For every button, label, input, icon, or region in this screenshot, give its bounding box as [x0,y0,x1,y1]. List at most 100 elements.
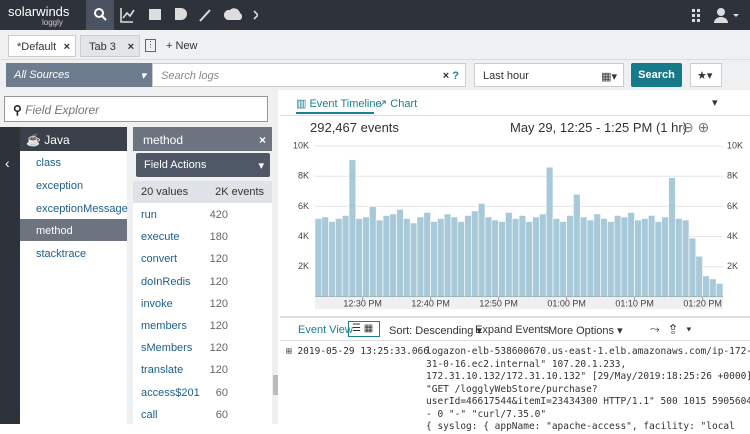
value-name[interactable]: translate [141,364,184,377]
bar [335,218,343,298]
sort[interactable]: Sort: Descending ▾ [389,325,482,337]
bar [539,213,547,298]
splitter [280,316,750,318]
more-label: More Options [548,325,615,337]
value-name[interactable]: sMembers [141,342,193,355]
value-name[interactable]: access$201 [141,386,200,399]
more-options[interactable]: More Options ▾ [548,325,623,337]
value-name[interactable]: run [141,209,157,221]
field-explorer-input[interactable]: ⚲ Field Explorer [4,96,268,122]
x-tick-label: 12:50 PM [479,298,518,308]
value-name[interactable]: members [141,320,187,332]
new-tab[interactable]: + New [166,40,198,52]
search-button[interactable]: Search [631,63,682,87]
left-panel: ⚲ Field Explorer ‹ ☕ Java class exception… [0,90,278,424]
event-view[interactable]: Event View [298,324,353,336]
y2-tick-label: 4K [727,231,738,241]
sort-label: Sort: Descending [389,325,474,337]
tab-label: Tab 3 [89,41,116,53]
timeline-tab-label: Event Timeline [309,98,382,110]
event-line: - 0 "-" "curl/7.35.0" [426,408,547,420]
group-header[interactable]: ☕ Java [20,127,127,151]
value-count: 120 [209,342,228,355]
panel-header: method × [133,127,272,151]
value-count: 60 [215,386,228,399]
tab[interactable]: *Default × [8,35,76,57]
bar [423,212,431,298]
bar [702,275,710,298]
y-tick-label: 6K [298,201,309,211]
field-item[interactable]: method [20,219,127,242]
bar [348,159,357,298]
chart-tab-label: Chart [390,98,418,110]
field-actions[interactable]: Field Actions ▾ [136,153,270,177]
collapse-sidebar[interactable]: ‹ [0,127,20,424]
field-item[interactable]: class [36,157,62,169]
timeline-tab[interactable]: ▥ Event Timeline [296,98,382,110]
bar [545,166,554,298]
y2-tick-label: 6K [727,201,738,211]
x-tick-label: 01:10 PM [615,298,654,308]
value-count: 120 [209,320,228,332]
bar [586,219,595,298]
user-icons[interactable] [690,7,745,23]
value-count: 120 [209,297,228,310]
event-timestamp: ⊞ 2019-05-29 13:25:33.066 [286,346,430,357]
value-name[interactable]: convert [141,253,178,266]
view-toggle[interactable]: ☰ ▦ [348,321,380,337]
search-placeholder: Search logs [161,70,220,82]
value-name[interactable]: invoke [141,297,173,310]
chart-tab[interactable]: ↗ Chart [378,98,418,110]
event-line: logazon-elb-538600670.us-east-1.elb.amaz… [426,346,750,357]
bar [681,219,690,298]
event-line: { syslog: { appName: "apache-access", fa… [426,421,735,432]
event-actions[interactable]: ⤳ ⇪ ▾ [650,322,692,336]
expand-events[interactable]: Expand Events [475,324,549,336]
event-message: logazon-elb-538600670.us-east-1.elb.amaz… [426,346,750,434]
top-nav: solarwinds loggly [0,0,750,30]
nav-icons[interactable] [118,6,258,24]
tab[interactable]: Tab 3 × [80,35,140,57]
tab-bar: *Default × Tab 3 × ⋮ + New [0,30,750,60]
time-select[interactable]: Last hour ▦▾ [474,63,624,87]
search-nav[interactable] [86,0,114,30]
event-count: 2K events [215,186,264,198]
bar [525,221,533,298]
field-list: class exception exceptionMessage method stac… [20,151,128,424]
bar [566,215,574,298]
source-select[interactable]: All Sources ▾ [6,63,152,87]
bar [634,219,642,298]
bar [416,216,425,298]
x-axis-band [315,297,723,309]
tab-menu[interactable]: ⋮ [145,39,156,52]
x-tick-label: 01:20 PM [683,298,722,308]
event-line: "GET /logglyWebStore/purchase? [426,383,598,395]
bar [403,218,411,298]
field-item[interactable]: stacktrace [36,248,87,261]
event-line: 172.31.10.132/172.31.10.132" [29/May/201… [426,371,750,382]
bar [477,203,486,298]
value-name[interactable]: execute [141,231,180,244]
favorites[interactable]: ★▾ [690,63,722,87]
logo[interactable]: solarwinds [8,4,70,19]
bar [573,194,581,298]
value-name[interactable]: doInRedis [141,275,191,288]
value-name[interactable]: call [141,408,158,421]
field-item[interactable]: exception [36,179,84,192]
bar [375,219,384,298]
bar [389,213,397,298]
bar [321,216,329,298]
value-count: 180 [209,231,228,244]
bar [505,212,513,298]
field-item[interactable]: exceptionMessage [36,202,128,215]
value-count: 120 [209,364,228,377]
time-label: Last hour [483,70,529,82]
scrollbar [273,375,278,395]
zoom[interactable]: ⊖ ⊕ [682,119,710,135]
y-tick-label: 10K [293,140,309,150]
bar [709,278,717,298]
search-bar: All Sources ▾ Search logs × ? Last hour ▦▾ … [0,60,750,90]
event-total: 292,467 events [310,120,399,135]
search-input[interactable]: Search logs × ? [152,63,466,87]
timeline-menu[interactable]: ▾ [712,97,718,109]
